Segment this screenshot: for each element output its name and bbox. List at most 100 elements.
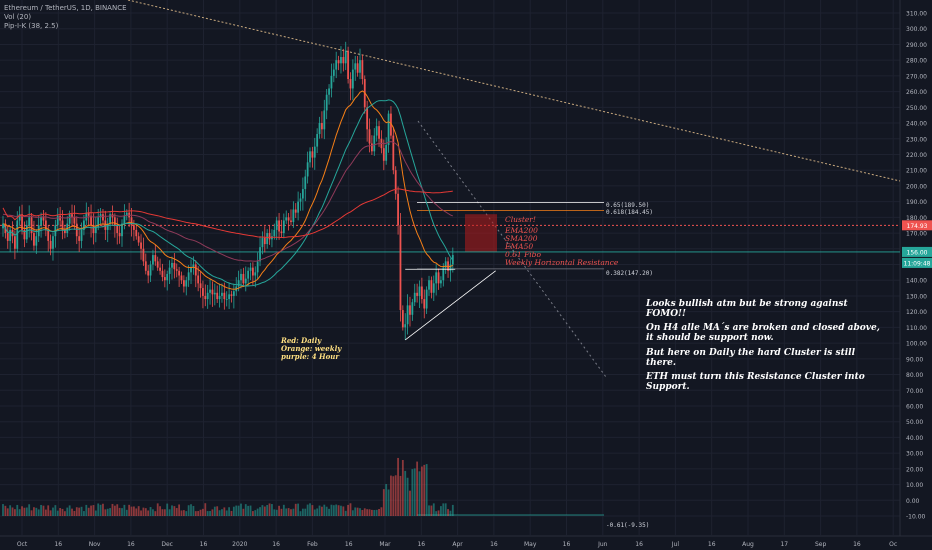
cluster-ema50: EMA50	[505, 242, 534, 251]
candle-body	[432, 283, 435, 293]
candle-body	[80, 229, 83, 241]
volume-bar	[397, 457, 399, 516]
y-tick-label: 180.00	[906, 215, 927, 222]
candle-body	[18, 214, 21, 221]
volume-bar	[21, 506, 23, 516]
y-tick-label: 280.00	[906, 58, 927, 65]
y-tick-label: 130.00	[906, 293, 927, 300]
volume-bar	[35, 507, 38, 516]
y-tick-label: 310.00	[906, 11, 927, 18]
y-tick-label: 200.00	[906, 183, 927, 190]
volume-bar	[182, 510, 185, 516]
candle-body	[211, 289, 214, 295]
volume-bar	[216, 506, 219, 516]
candle-body	[16, 220, 19, 249]
legend-daily: Red: Daily	[281, 336, 322, 345]
volume-bar	[366, 509, 369, 516]
volume-bar	[363, 508, 366, 516]
candle-body	[378, 126, 380, 139]
candle-body	[23, 229, 26, 240]
volume-bar	[61, 508, 64, 516]
volume-bar	[280, 508, 283, 516]
candle-body	[152, 255, 154, 265]
x-tick-label: 2020	[232, 541, 247, 548]
candle-body	[87, 212, 90, 216]
volume-bar	[109, 508, 111, 516]
volume-bar	[330, 504, 333, 516]
volume-bar	[80, 506, 83, 516]
x-tick-label: Apr	[452, 541, 463, 548]
candle-body	[90, 215, 92, 226]
candle-body	[404, 324, 407, 328]
candle-body	[344, 50, 347, 64]
candle-body	[25, 225, 28, 240]
volume-bar	[337, 505, 340, 516]
candle-body	[171, 262, 173, 268]
y-tick-label: 210.00	[906, 168, 927, 175]
candle-body	[335, 60, 338, 70]
x-tick-label: 16	[417, 541, 425, 548]
x-tick-label: 16	[200, 541, 208, 548]
candle-body	[282, 220, 285, 234]
volume-bar	[73, 510, 76, 516]
volume-bar	[316, 508, 319, 516]
volume-bar	[361, 510, 364, 516]
candle-body	[273, 229, 276, 237]
volume-bar	[340, 505, 342, 516]
volume-bar	[228, 507, 230, 516]
candle-body	[252, 267, 254, 276]
fib-label-065: 0.65(189.50)	[606, 202, 650, 209]
fib-label-0618: 0.618(184.45)	[606, 209, 653, 216]
candle-body	[190, 267, 192, 273]
volume-bar	[87, 507, 90, 516]
candle-body	[63, 229, 66, 234]
candle-body	[368, 129, 371, 144]
y-tick-label: 100.00	[906, 341, 927, 348]
candle-body	[242, 273, 245, 284]
candle-body	[332, 69, 335, 76]
volume-bar	[11, 507, 14, 516]
candle-body	[106, 223, 109, 230]
volume-bar	[180, 510, 183, 516]
volume-bar	[2, 504, 4, 516]
candle-body	[292, 209, 295, 223]
volume-bar	[240, 503, 242, 516]
candle-body	[52, 236, 54, 249]
volume-bar	[259, 507, 261, 516]
candle-body	[373, 135, 376, 152]
volume-bar	[373, 510, 376, 516]
volume-bar	[28, 504, 31, 516]
volume-bar	[83, 511, 85, 516]
candle-body	[199, 283, 202, 289]
candle-body	[401, 310, 404, 328]
cluster-sma200: SMA200	[505, 234, 538, 243]
volume-bar	[354, 507, 357, 516]
candle-body	[268, 233, 271, 240]
volume-bar	[68, 505, 71, 516]
volume-bar	[211, 509, 214, 516]
volume-bar	[75, 507, 78, 516]
candle-body	[385, 145, 388, 161]
volume-bar	[16, 504, 19, 516]
candle-body	[97, 217, 100, 227]
candle-body	[306, 162, 309, 177]
volume-bar	[118, 507, 121, 516]
x-tick-label: 16	[127, 541, 135, 548]
x-tick-label: Oct	[17, 541, 28, 548]
candle-body	[423, 299, 426, 309]
volume-bar	[23, 507, 26, 516]
x-tick-label: Feb	[307, 541, 318, 548]
candle-body	[280, 231, 283, 234]
volume-bar	[301, 508, 304, 516]
volume-bar	[197, 511, 200, 516]
candle-body	[94, 226, 97, 234]
volume-bar	[349, 503, 352, 516]
volume-bar	[130, 506, 133, 516]
ma-legend-note: Red: Daily Orange: weekly purple: 4 Hour	[281, 337, 341, 361]
candle-body	[449, 264, 452, 271]
volume-bar	[437, 510, 440, 516]
x-tick-label: Oc	[889, 541, 897, 548]
candle-body	[390, 113, 392, 136]
volume-bar	[199, 509, 202, 516]
